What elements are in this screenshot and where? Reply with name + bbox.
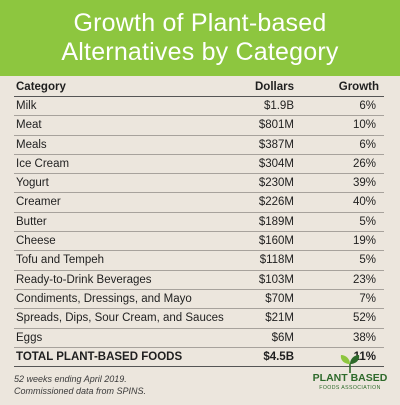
table-row: Ready-to-Drink Beverages $103M 23% (14, 271, 384, 290)
total-dollars: $4.5B (263, 350, 294, 363)
chart-title-line-1: Growth of Plant-based (73, 9, 327, 37)
growth-cell: 5% (359, 254, 376, 267)
growth-cell: 26% (352, 157, 376, 170)
dollars-cell: $226M (258, 196, 294, 209)
sprout-leaf-icon (340, 355, 360, 373)
table-header-row: Category Dollars Growth (14, 78, 384, 97)
growth-cell: 7% (359, 292, 376, 305)
table-row: Tofu and Tempeh $118M 5% (14, 251, 384, 271)
dollars-cell: $70M (265, 292, 294, 305)
table-row: Cheese $160M 19% (14, 232, 384, 252)
total-growth: 11% (353, 350, 376, 363)
logo-text-line-2: FOODS ASSOCIATION (319, 385, 381, 391)
column-header-growth: Growth (338, 81, 379, 93)
table-row: Meat $801M 10% (14, 116, 384, 136)
category-cell: Ice Cream (16, 157, 70, 170)
table-row: Creamer $226M 40% (14, 193, 384, 213)
category-cell: Spreads, Dips, Sour Cream, and Sauces (16, 312, 224, 325)
growth-cell: 10% (352, 119, 376, 132)
dollars-cell: $160M (258, 235, 294, 248)
growth-cell: 52% (352, 312, 376, 325)
category-cell: Eggs (16, 331, 43, 344)
chart-title-line-2: Alternatives by Category (61, 38, 339, 66)
table-row: Butter $189M 5% (14, 213, 384, 233)
data-table: Category Dollars Growth Milk $1.9B 6% Meat $… (14, 78, 384, 368)
dollars-cell: $189M (258, 215, 294, 228)
logo-text-line-1: PLANT BASED (312, 372, 388, 384)
dollars-cell: $1.9B (263, 100, 294, 112)
dollars-cell: $230M (258, 177, 294, 190)
table-row: Milk $1.9B 6% (14, 97, 384, 117)
dollars-cell: $6M (271, 331, 294, 344)
table-row: Spreads, Dips, Sour Cream, and Sauces $21… (14, 309, 384, 329)
total-label: TOTAL PLANT-BASED FOODS (16, 350, 183, 363)
dollars-cell: $21M (265, 312, 294, 325)
dollars-cell: $118M (259, 254, 294, 267)
growth-cell: 6% (359, 138, 376, 151)
footnote: 52 weeks ending April 2019. Commissioned… (14, 373, 146, 397)
title-banner: Growth of Plant-based Alternatives by Ca… (0, 0, 400, 76)
category-cell: Creamer (16, 196, 61, 209)
table-row: Ice Cream $304M 26% (14, 155, 384, 175)
column-header-category: Category (16, 81, 66, 93)
footnote-line-1: 52 weeks ending April 2019. (14, 374, 127, 384)
table-row: Meals $387M 6% (14, 136, 384, 155)
category-cell: Yogurt (16, 177, 49, 190)
table-total-row: TOTAL PLANT-BASED FOODS $4.5B 11% (14, 348, 384, 368)
dollars-cell: $801M (258, 119, 294, 132)
table-row: Eggs $6M 38% (14, 329, 384, 348)
table-row: Yogurt $230M 39% (14, 174, 384, 194)
growth-cell: 6% (359, 100, 376, 112)
category-cell: Ready-to-Drink Beverages (16, 273, 152, 286)
footnote-line-2: Commissioned data from SPINS. (14, 386, 147, 396)
category-cell: Butter (16, 215, 47, 228)
category-cell: Meat (16, 119, 42, 132)
growth-cell: 40% (352, 196, 376, 209)
dollars-cell: $387M (258, 138, 294, 151)
plant-based-foods-association-logo: PLANT BASED FOODS ASSOCIATION (307, 354, 393, 402)
dollars-cell: $103M (258, 273, 294, 286)
growth-cell: 5% (359, 215, 376, 228)
category-cell: Tofu and Tempeh (16, 254, 105, 267)
category-cell: Condiments, Dressings, and Mayo (16, 292, 192, 305)
column-header-dollars: Dollars (255, 81, 294, 93)
growth-cell: 23% (352, 273, 376, 286)
growth-cell: 38% (352, 331, 376, 344)
growth-cell: 19% (352, 235, 376, 248)
dollars-cell: $304M (258, 157, 294, 170)
category-cell: Milk (16, 100, 37, 112)
growth-cell: 39% (352, 177, 376, 190)
category-cell: Cheese (16, 235, 56, 248)
table-row: Condiments, Dressings, and Mayo $70M 7% (14, 290, 384, 310)
category-cell: Meals (16, 138, 47, 151)
table-body: Milk $1.9B 6% Meat $801M 10% Meals $387M 6% Ice C… (14, 97, 384, 348)
